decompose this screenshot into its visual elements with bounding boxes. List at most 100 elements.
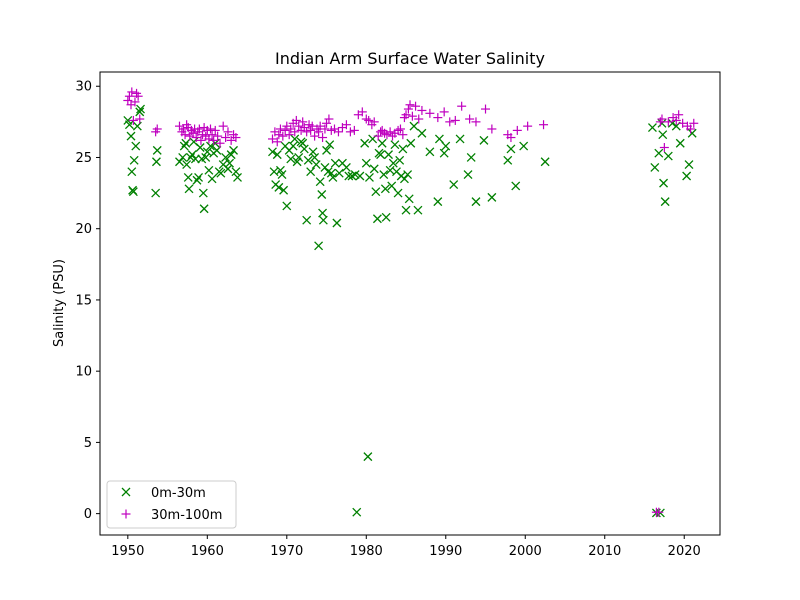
data-point — [223, 127, 233, 137]
data-point — [445, 117, 455, 127]
data-point — [277, 170, 287, 180]
data-point — [175, 157, 184, 167]
data-point — [127, 167, 137, 177]
data-point — [471, 117, 481, 127]
data-point — [233, 172, 242, 182]
data-point — [310, 131, 320, 141]
data-point — [369, 117, 379, 127]
data-point — [481, 104, 491, 114]
data-point — [282, 201, 292, 211]
data-point — [341, 120, 351, 130]
legend: 0m-30m 30m-100m — [106, 480, 237, 529]
data-point — [439, 148, 449, 158]
data-point — [311, 160, 321, 170]
legend-box — [106, 480, 237, 529]
data-point — [363, 452, 373, 462]
data-point — [479, 135, 489, 145]
data-point — [409, 121, 419, 131]
data-point — [406, 138, 416, 148]
data-point — [306, 125, 316, 135]
data-point — [659, 178, 669, 188]
data-point — [390, 140, 400, 150]
data-point — [218, 121, 228, 131]
data-point — [399, 174, 409, 184]
data-point — [539, 120, 549, 130]
data-point — [360, 138, 370, 148]
data-point — [204, 165, 214, 175]
data-point — [290, 134, 300, 144]
data-point — [387, 181, 397, 191]
data-point — [317, 190, 327, 199]
data-point — [274, 130, 284, 140]
data-point — [216, 168, 226, 178]
data-point — [178, 153, 188, 162]
data-point — [519, 141, 529, 151]
data-point — [405, 100, 415, 110]
data-point — [398, 144, 408, 154]
data-point — [369, 164, 379, 174]
data-point — [209, 135, 219, 145]
data-point — [201, 153, 211, 162]
data-point — [658, 130, 668, 140]
data-point — [280, 125, 290, 135]
data-point — [411, 101, 421, 111]
data-point — [272, 137, 282, 147]
data-point — [226, 150, 236, 160]
data-point — [657, 114, 667, 124]
data-point — [314, 241, 324, 251]
y-tick-label: 25 — [75, 151, 92, 166]
data-point — [647, 123, 657, 133]
data-point — [324, 114, 334, 124]
data-point — [425, 108, 435, 118]
data-point — [425, 147, 435, 157]
data-point — [315, 121, 325, 131]
data-point — [654, 507, 664, 517]
data-point — [457, 101, 467, 111]
data-point — [404, 194, 414, 204]
data-point — [183, 172, 193, 182]
data-point — [675, 138, 685, 148]
data-point — [231, 167, 241, 177]
data-point — [439, 107, 449, 117]
data-point — [205, 124, 215, 134]
legend-marker-plus — [121, 509, 131, 519]
data-point — [275, 124, 285, 134]
data-point — [417, 128, 427, 138]
data-point — [302, 215, 312, 225]
data-point — [512, 125, 522, 135]
data-point — [124, 120, 134, 130]
data-point — [151, 188, 161, 198]
data-point — [659, 143, 669, 153]
data-point — [376, 127, 386, 137]
data-point — [330, 158, 340, 168]
data-point — [135, 114, 145, 124]
data-point — [380, 184, 390, 194]
data-point — [318, 215, 328, 225]
data-point — [199, 204, 209, 214]
data-point — [180, 130, 190, 140]
data-point — [663, 117, 673, 127]
x-tick-label: 1970 — [270, 544, 303, 559]
data-point — [385, 127, 395, 137]
data-point — [384, 150, 393, 160]
plot-frame — [99, 71, 721, 536]
data-point — [322, 118, 332, 128]
data-point — [465, 114, 475, 124]
data-point — [223, 164, 233, 174]
data-point — [226, 135, 236, 145]
data-point — [433, 113, 443, 123]
data-point — [210, 125, 220, 135]
data-point — [133, 91, 143, 101]
data-point — [272, 150, 282, 160]
data-point — [294, 121, 304, 131]
series-30m-100m — [123, 87, 699, 517]
data-point — [320, 124, 330, 134]
data-point — [286, 154, 296, 164]
data-point — [540, 157, 550, 167]
data-point — [345, 127, 355, 137]
data-point — [267, 134, 277, 144]
data-point — [213, 131, 223, 141]
data-point — [196, 135, 206, 145]
data-point — [229, 145, 238, 155]
